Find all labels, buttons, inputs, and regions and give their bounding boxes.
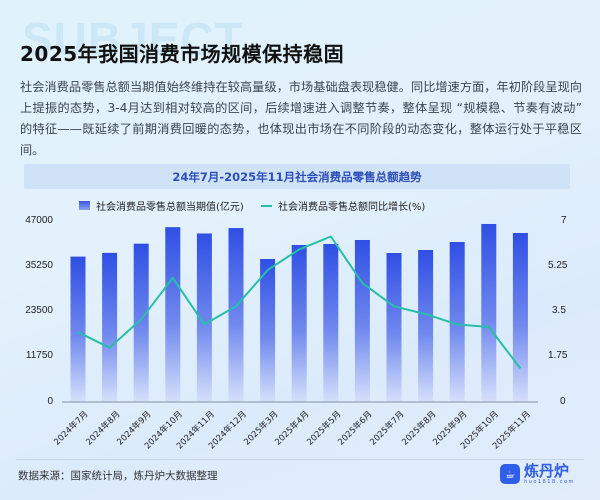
bar: [291, 244, 307, 402]
bar: [512, 232, 528, 402]
line-swatch-icon: [261, 204, 272, 207]
bar: [228, 228, 244, 402]
y-tick-left: 11750: [25, 350, 53, 361]
logo-icon: ☕: [500, 464, 520, 484]
bar: [102, 252, 118, 402]
bar: [354, 239, 370, 402]
description-paragraph: 社会消费品零售总额当期值始终维持在较高量级，市场基础盘表现稳健。同比增速方面，年…: [20, 80, 582, 157]
bar: [196, 233, 212, 402]
bar: [133, 243, 149, 402]
bar: [449, 241, 465, 402]
chart-legend: 社会消费品零售总额当期值(亿元) 社会消费品零售总额同比增长(%): [0, 198, 600, 214]
bar: [70, 256, 86, 402]
bar: [165, 227, 181, 402]
y-tick-right: 7: [561, 215, 567, 226]
y-tick-left: 0: [47, 396, 53, 407]
bar: [481, 223, 497, 402]
bar: [260, 259, 276, 402]
chart-title: 24年7月-2025年11月社会消费品零售总额趋势: [24, 164, 570, 189]
logo-name: 炼丹炉: [524, 462, 570, 480]
footer-divider: [16, 459, 584, 460]
legend-item-line: 社会消费品零售总额同比增长(%): [261, 198, 425, 213]
y-tick-right: 0: [560, 396, 566, 407]
logo-url: huo1818.com: [524, 479, 575, 485]
y-tick-right: 5.25: [548, 260, 568, 271]
legend-item-bar: 社会消费品零售总额当期值(亿元): [79, 198, 244, 213]
legend-label-bar: 社会消费品零售总额当期值(亿元): [96, 202, 244, 213]
y-tick-left: 47000: [25, 215, 53, 226]
bar: [323, 243, 339, 402]
y-tick-right: 3.5: [552, 305, 566, 316]
y-tick-left: 23500: [25, 305, 53, 316]
y-tick-right: 1.75: [548, 350, 568, 361]
bar-series: [70, 223, 528, 402]
brand-logo: ☕ 炼丹炉 huo1818.com: [500, 463, 575, 485]
data-source-note: 数据来源：国家统计局，炼丹炉大数据整理: [18, 470, 218, 482]
background-watermark: SUBJECT: [22, 13, 244, 65]
bar: [418, 249, 434, 402]
y-tick-left: 35250: [25, 260, 53, 271]
growth-line-series: [77, 235, 522, 370]
bar-swatch-icon: [79, 201, 90, 210]
page-title: 2025年我国消费市场规模保持稳固: [20, 42, 345, 66]
bar: [386, 253, 402, 402]
legend-label-line: 社会消费品零售总额同比增长(%): [278, 202, 426, 213]
